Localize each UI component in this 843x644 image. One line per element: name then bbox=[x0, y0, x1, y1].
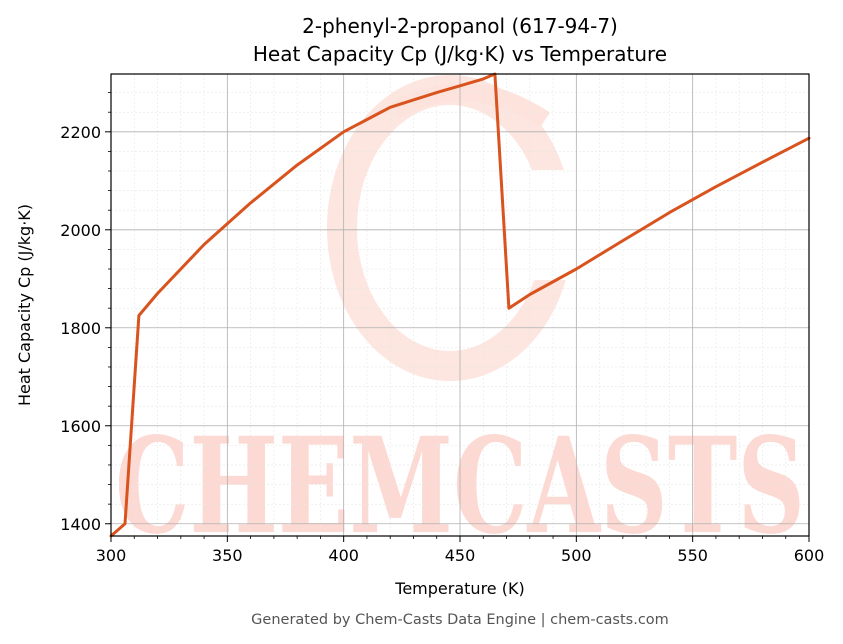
y-tick-label: 1400 bbox=[60, 515, 101, 534]
y-tick-label: 1600 bbox=[60, 417, 101, 436]
chart-title: 2-phenyl-2-propanol (617-94-7) bbox=[302, 14, 618, 38]
y-tick-label: 2000 bbox=[60, 221, 101, 240]
grid-major bbox=[110, 74, 810, 536]
x-tick-label: 500 bbox=[561, 546, 592, 565]
y-tick-label: 2200 bbox=[60, 123, 101, 142]
x-axis: 300 350 400 450 500 550 600 bbox=[96, 536, 825, 565]
x-tick-label: 350 bbox=[212, 546, 243, 565]
x-tick-label: 600 bbox=[794, 546, 825, 565]
x-axis-label: Temperature (K) bbox=[394, 579, 524, 598]
x-tick-label: 550 bbox=[677, 546, 708, 565]
footer-credit: Generated by Chem-Casts Data Engine | ch… bbox=[251, 612, 669, 628]
x-tick-label: 300 bbox=[96, 546, 127, 565]
series-line-cp bbox=[109, 72, 811, 538]
chart-subtitle: Heat Capacity Cp (J/kg·K) vs Temperature bbox=[253, 42, 667, 66]
y-axis-label: Heat Capacity Cp (J/kg·K) bbox=[15, 204, 34, 406]
series-layer bbox=[109, 72, 811, 538]
y-axis: 1400 1600 1800 2000 2200 bbox=[60, 92, 111, 534]
x-tick-label: 400 bbox=[328, 546, 359, 565]
x-tick-label: 450 bbox=[445, 546, 476, 565]
y-tick-label: 1800 bbox=[60, 319, 101, 338]
